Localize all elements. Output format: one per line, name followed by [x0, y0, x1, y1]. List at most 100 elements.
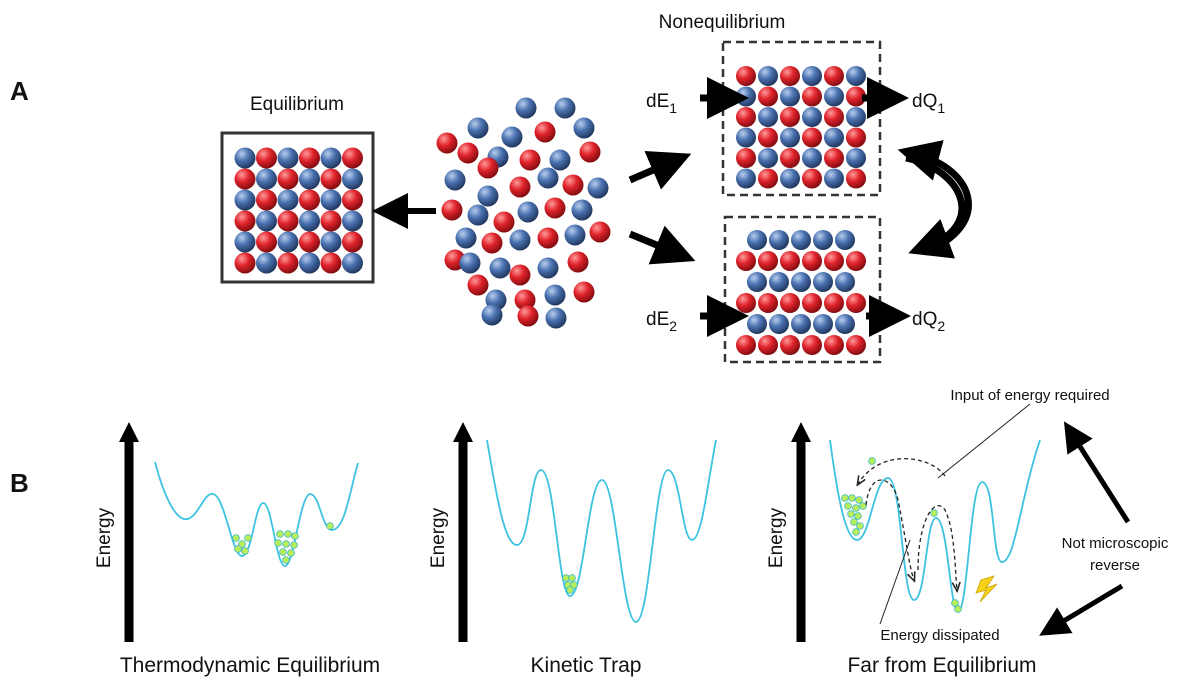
particle [857, 523, 864, 530]
equilibrium-label: Equilibrium [250, 94, 344, 115]
sphere [736, 293, 756, 313]
sphere [510, 177, 531, 198]
sphere [235, 253, 256, 274]
sphere [456, 228, 477, 249]
sphere [835, 314, 855, 334]
sphere [342, 232, 363, 253]
sphere [780, 293, 800, 313]
sphere [256, 253, 277, 274]
particle [842, 495, 849, 502]
sphere [758, 293, 778, 313]
sphere [802, 128, 822, 148]
sphere [550, 150, 571, 171]
sphere [846, 169, 866, 189]
particle [869, 458, 876, 465]
sphere [568, 252, 589, 273]
sphere [758, 148, 778, 168]
sphere [769, 272, 789, 292]
arrow [630, 234, 676, 253]
sphere [780, 87, 800, 107]
sphere [824, 66, 844, 86]
sphere [321, 190, 342, 211]
sphere [780, 66, 800, 86]
sphere [824, 293, 844, 313]
sphere [736, 251, 756, 271]
sphere [342, 190, 363, 211]
sphere [490, 258, 511, 279]
flow-label: dQ2 [912, 309, 945, 334]
flow-sub: 2 [669, 318, 677, 334]
particle [853, 505, 860, 512]
sphere [769, 314, 789, 334]
sphere [535, 122, 556, 143]
sphere [574, 118, 595, 139]
sphere [502, 127, 523, 148]
sphere [846, 293, 866, 313]
sphere [520, 150, 541, 171]
sphere [538, 168, 559, 189]
sphere [758, 169, 778, 189]
sphere [846, 251, 866, 271]
panel-title: Kinetic Trap [531, 654, 642, 677]
leader-line [938, 404, 1030, 478]
annotation: reverse [1090, 557, 1140, 574]
sphere [494, 212, 515, 233]
sphere [802, 66, 822, 86]
particle [569, 575, 576, 582]
sphere [546, 308, 567, 329]
sphere [802, 251, 822, 271]
flow-sub: 2 [937, 318, 945, 334]
sphere [758, 107, 778, 127]
sphere [736, 128, 756, 148]
particle [856, 497, 863, 504]
particle [292, 533, 299, 540]
sphere [580, 142, 601, 163]
sphere [758, 128, 778, 148]
annotation: Not microscopic [1062, 535, 1169, 552]
sphere [278, 253, 299, 274]
sphere [780, 335, 800, 355]
sphere [278, 190, 299, 211]
sphere [791, 272, 811, 292]
sphere [736, 148, 756, 168]
particle [288, 550, 295, 557]
sphere [342, 211, 363, 232]
sphere [468, 275, 489, 296]
particle [855, 513, 862, 520]
sphere [780, 169, 800, 189]
axis-label: Energy [428, 507, 449, 568]
sphere [813, 230, 833, 250]
sphere [235, 232, 256, 253]
sphere [802, 335, 822, 355]
sphere [545, 198, 566, 219]
particle [327, 523, 334, 530]
sphere [563, 175, 584, 196]
particle [277, 531, 284, 538]
sphere [824, 148, 844, 168]
sphere [835, 272, 855, 292]
sphere [590, 222, 611, 243]
sphere [299, 169, 320, 190]
sphere [278, 211, 299, 232]
sphere [278, 148, 299, 169]
sphere [478, 186, 499, 207]
sphere [478, 158, 499, 179]
sphere [824, 107, 844, 127]
particle [280, 549, 287, 556]
sphere [321, 253, 342, 274]
particle [955, 606, 962, 613]
sphere [588, 178, 609, 199]
flow-base: dQ [912, 91, 937, 112]
sphere [510, 230, 531, 251]
sphere [835, 230, 855, 250]
sphere [846, 335, 866, 355]
axis-label: Energy [94, 507, 115, 568]
particle [931, 510, 938, 517]
sphere [824, 335, 844, 355]
particle [245, 535, 252, 542]
particle [848, 511, 855, 518]
sphere [846, 128, 866, 148]
sphere [235, 169, 256, 190]
flow-base: dQ [912, 309, 937, 330]
sphere [802, 293, 822, 313]
